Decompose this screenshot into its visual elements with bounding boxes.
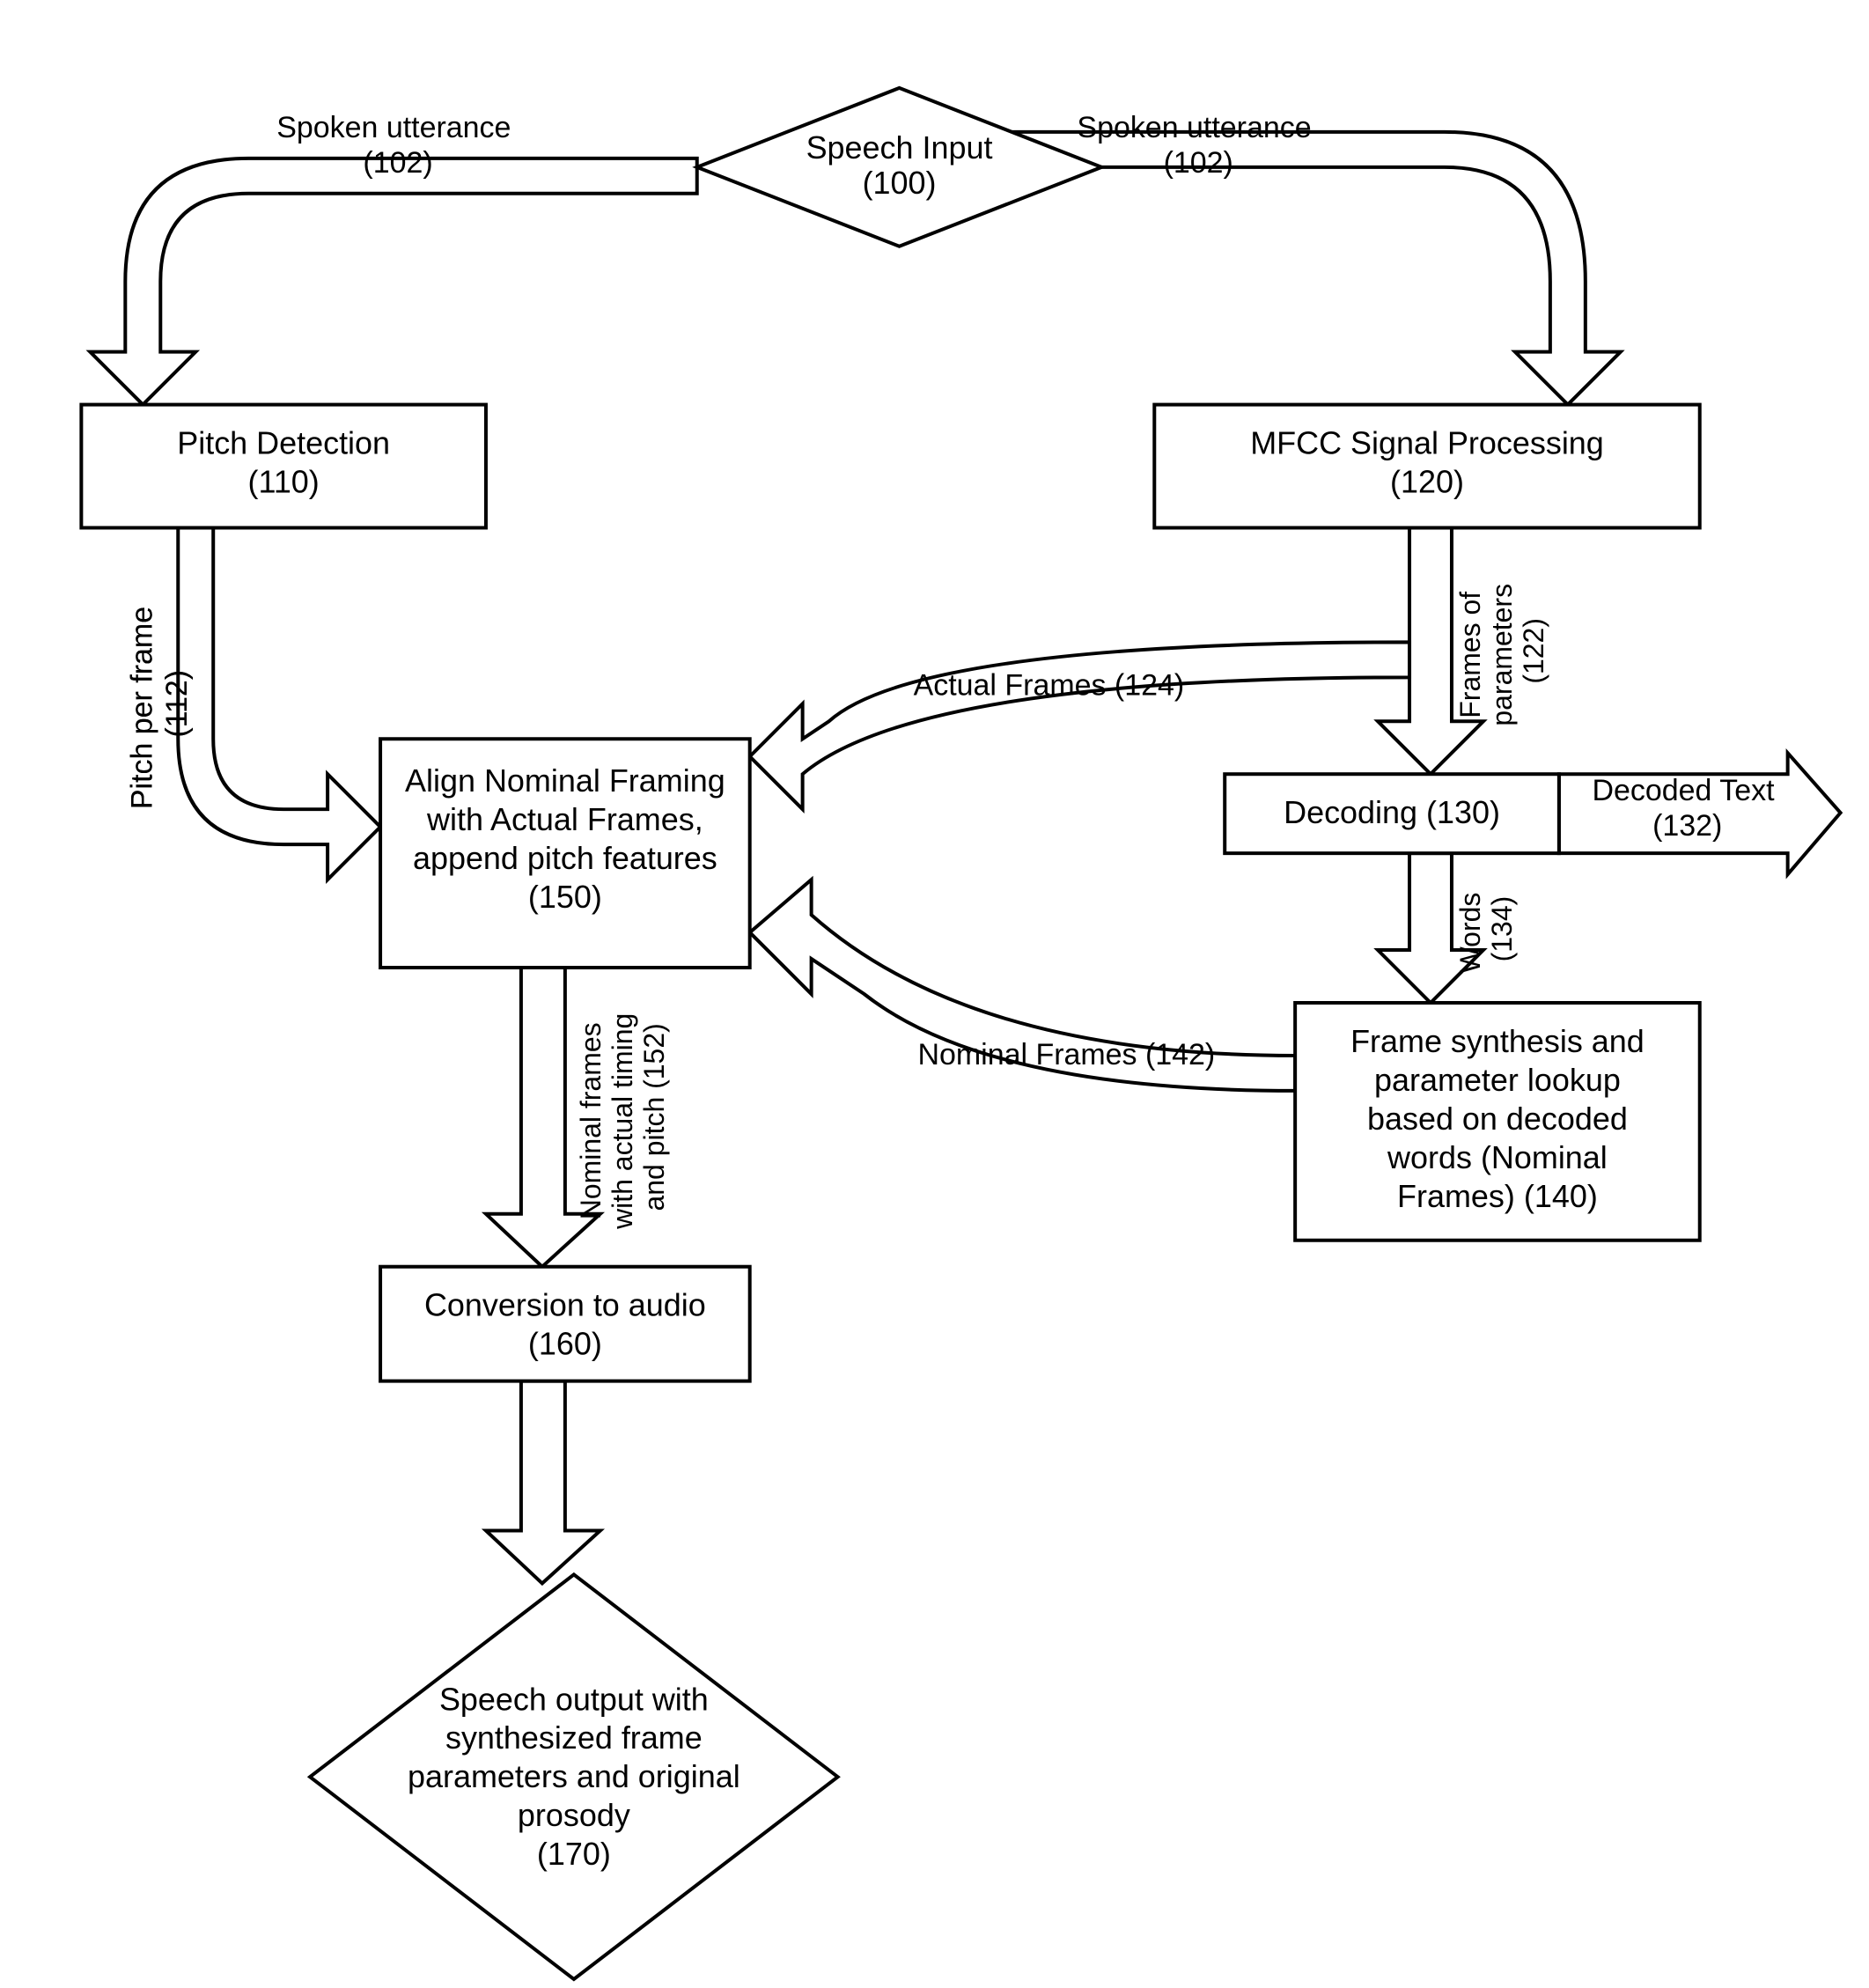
label-152: Nominal frames with actual timing and pi…: [575, 1005, 670, 1230]
svg-text:(120): (120): [1390, 464, 1464, 500]
label: Pitch Detection: [177, 425, 390, 461]
label: words (Nominal: [1387, 1139, 1608, 1175]
svg-text:prosody: prosody: [518, 1797, 630, 1833]
svg-text:Speech Input: Speech Input: [806, 129, 993, 166]
svg-text:append pitch features: append pitch features: [413, 840, 717, 876]
arrow-160-170: [486, 1381, 600, 1584]
svg-text:Speech output with: Speech output with: [439, 1681, 709, 1717]
label: (170): [537, 1836, 611, 1872]
svg-text:words (Nominal: words (Nominal: [1387, 1139, 1608, 1175]
svg-text:(150): (150): [528, 879, 602, 915]
label: (160): [528, 1326, 602, 1362]
node-pitch-detection: Pitch Detection (110): [81, 405, 486, 528]
label: (150): [528, 879, 602, 915]
node-speech-input: Speech Input (100): [697, 88, 1102, 247]
svg-text:parameter lookup: parameter lookup: [1374, 1062, 1621, 1098]
svg-text:synthesized frame: synthesized frame: [445, 1719, 703, 1756]
svg-text:Decoding (130): Decoding (130): [1284, 794, 1500, 830]
label: prosody: [518, 1797, 630, 1833]
node-frame-synth: Frame synthesis and parameter lookup bas…: [1295, 1003, 1700, 1241]
node-speech-output: Speech output with synthesized frame par…: [310, 1574, 837, 1979]
label: Conversion to audio: [424, 1287, 706, 1323]
label-122: Frames of parameters (122): [1454, 576, 1549, 726]
svg-text:Frame synthesis and: Frame synthesis and: [1350, 1023, 1645, 1059]
svg-text:Pitch Detection: Pitch Detection: [177, 425, 390, 461]
label: parameter lookup: [1374, 1062, 1621, 1098]
svg-text:Align Nominal Framing: Align Nominal Framing: [405, 762, 725, 799]
svg-text:(170): (170): [537, 1836, 611, 1872]
svg-text:based on decoded: based on decoded: [1367, 1101, 1628, 1137]
label: based on decoded: [1367, 1101, 1628, 1137]
svg-text:parameters and original: parameters and original: [408, 1758, 740, 1794]
node-align: Align Nominal Framing with Actual Frames…: [380, 739, 750, 968]
svg-text:(110): (110): [248, 464, 320, 500]
label: Align Nominal Framing: [405, 762, 725, 799]
label: Frames) (140): [1397, 1178, 1598, 1214]
label: parameters and original: [408, 1758, 740, 1794]
label: (100): [863, 165, 937, 201]
label: with Actual Frames,: [426, 801, 703, 837]
label: Decoding (130): [1284, 794, 1500, 830]
node-decoding: Decoding (130): [1225, 774, 1559, 853]
arrow-112: [178, 527, 380, 880]
svg-text:Frames) (140): Frames) (140): [1397, 1178, 1598, 1214]
label: (120): [1390, 464, 1464, 500]
label-134: Words (134): [1454, 885, 1518, 974]
node-mfcc: MFCC Signal Processing (120): [1154, 405, 1699, 528]
svg-text:with Actual Frames,: with Actual Frames,: [426, 801, 703, 837]
label: Frame synthesis and: [1350, 1023, 1645, 1059]
svg-text:(100): (100): [863, 165, 937, 201]
svg-text:MFCC Signal Processing: MFCC Signal Processing: [1250, 425, 1604, 461]
label-142: Nominal Frames (142): [917, 1038, 1215, 1071]
label: synthesized frame: [445, 1719, 703, 1756]
label-124: Actual Frames (124): [914, 668, 1185, 702]
label: (110): [248, 464, 320, 500]
label: MFCC Signal Processing: [1250, 425, 1604, 461]
label: Speech output with: [439, 1681, 709, 1717]
label: append pitch features: [413, 840, 717, 876]
flowchart-diagram: Speech Input (100) Pitch Detection (110)…: [0, 0, 1869, 1988]
svg-text:Conversion to audio: Conversion to audio: [424, 1287, 706, 1323]
svg-text:(160): (160): [528, 1326, 602, 1362]
arrow-102-left: [90, 158, 696, 405]
node-conversion: Conversion to audio (160): [380, 1267, 750, 1381]
label: Speech Input: [806, 129, 993, 166]
